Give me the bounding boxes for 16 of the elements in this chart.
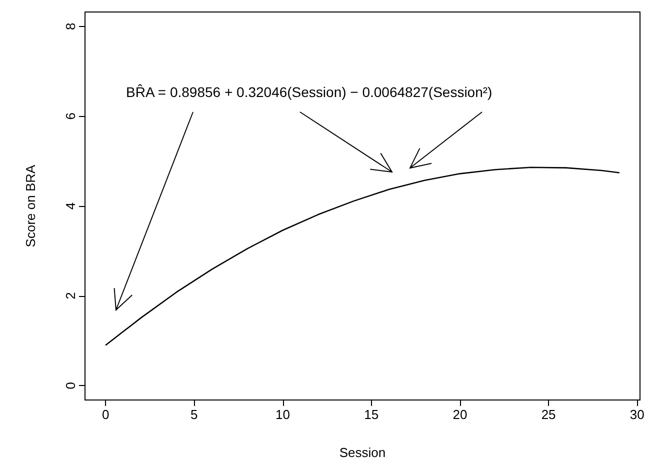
x-tick-label: 0 [102, 407, 110, 422]
x-axis-title: Session [339, 445, 386, 460]
y-tick-label: 8 [63, 22, 78, 30]
y-tick-label: 2 [63, 292, 78, 300]
y-axis-title: Score on BRA [23, 164, 38, 248]
x-tick-label: 20 [452, 407, 468, 422]
y-tick-label: 4 [63, 202, 78, 210]
y-tick-label: 0 [63, 382, 78, 390]
x-tick-label: 10 [276, 407, 290, 422]
annotation: BR̂A = 0.89856 + 0.32046(Session) − 0.0064827(Session²) [126, 84, 492, 100]
y-tick-label: 6 [63, 112, 78, 120]
x-tick-label: 15 [364, 407, 379, 422]
x-tick-label: 5 [190, 407, 198, 422]
line-series [104, 166, 620, 346]
x-tick-label: 25 [541, 407, 556, 422]
x-tick-label: 30 [630, 407, 644, 422]
